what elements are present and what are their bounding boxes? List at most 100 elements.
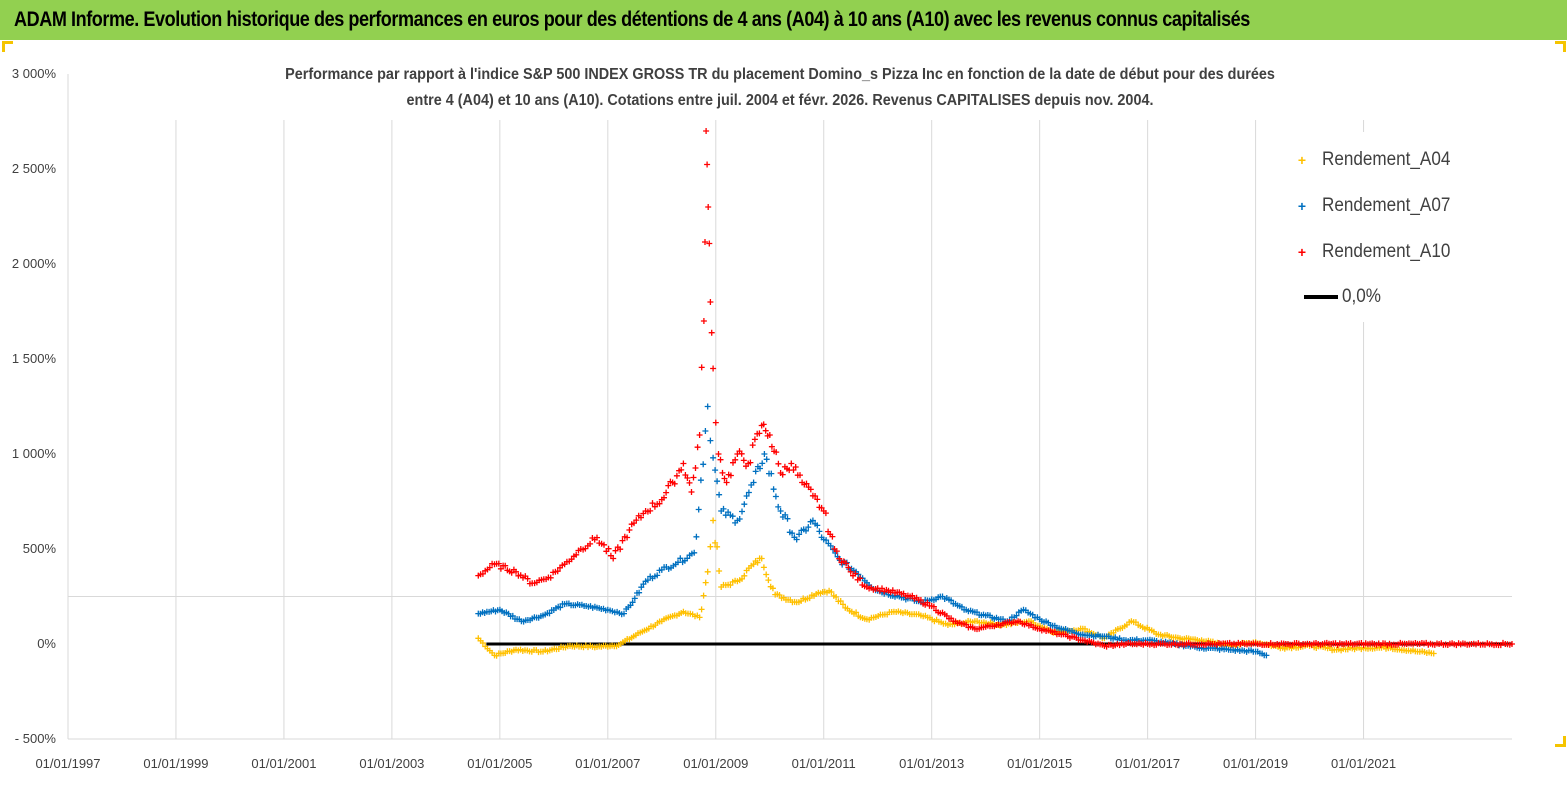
data-point-interp: [638, 584, 645, 591]
data-point-interp: [827, 542, 834, 549]
data-point: [700, 318, 707, 324]
data-point-interp: [812, 493, 819, 499]
data-point-interp: [704, 161, 711, 168]
data-point-interp: [656, 500, 663, 507]
data-point-interp: [773, 449, 780, 456]
y-tick-label: 500%: [23, 541, 57, 556]
data-point-interp: [486, 564, 493, 571]
data-point-interp: [765, 577, 772, 584]
data-point-interp: [663, 489, 670, 496]
data-point-interp: [805, 524, 812, 531]
data-point-interp: [700, 461, 707, 468]
chart-title: Performance par rapport à l'indice S&P 5…: [120, 62, 1440, 114]
data-point-interp: [853, 609, 860, 616]
data-point-interp: [843, 560, 850, 567]
data-point: [750, 561, 757, 568]
data-point-interp: [636, 589, 643, 596]
data-point-interp: [784, 515, 791, 522]
data-point: [707, 299, 714, 305]
data-point-interp: [644, 577, 651, 584]
data-point-interp: [770, 486, 777, 493]
y-tick-label: 2 000%: [12, 256, 57, 271]
data-point-interp: [779, 471, 786, 478]
data-point-interp: [697, 477, 704, 484]
data-point-interp: [833, 594, 840, 600]
data-point-interp: [698, 364, 705, 371]
data-point-interp: [917, 597, 924, 603]
x-tick-label: 01/01/2015: [1007, 756, 1072, 771]
data-point-interp: [698, 606, 705, 613]
data-point-interp: [546, 610, 553, 617]
data-point: [710, 517, 717, 524]
plus-marker-icon: +: [1297, 198, 1307, 214]
x-tick-label: 01/01/2003: [359, 756, 424, 771]
data-point-interp: [524, 575, 531, 582]
legend-label-a04: Rendement_A04: [1322, 149, 1451, 170]
data-point-interp: [756, 430, 763, 437]
data-point-interp: [845, 564, 852, 571]
data-point: [761, 451, 768, 457]
legend-item-a10[interactable]: + Rendement_A10: [1282, 238, 1465, 266]
plus-marker-icon: +: [1297, 244, 1307, 260]
data-point: [1263, 652, 1270, 659]
data-point: [691, 549, 698, 556]
data-point-interp: [740, 457, 747, 464]
data-point-interp: [624, 534, 631, 541]
data-point-interp: [782, 511, 789, 518]
legend-item-a04[interactable]: + Rendement_A04: [1282, 146, 1465, 174]
data-point-interp: [738, 450, 745, 457]
y-tick-label: 3 000%: [12, 66, 57, 81]
data-point-interp: [497, 565, 504, 572]
data-point-interp: [814, 522, 821, 529]
report-banner: ADAM Informe. Evolution historique des p…: [0, 0, 1567, 40]
data-point-interp: [776, 592, 783, 598]
data-point-interp: [479, 640, 486, 646]
data-point-interp: [743, 493, 750, 499]
data-point-interp: [803, 480, 810, 487]
x-tick-label: 01/01/2017: [1115, 756, 1180, 771]
data-point-interp: [684, 555, 691, 562]
data-point: [1509, 641, 1515, 647]
data-point-interp: [822, 510, 829, 517]
data-point-interp: [633, 517, 640, 524]
data-point-interp: [818, 504, 825, 511]
data-point-interp: [509, 612, 516, 619]
data-point-interp: [763, 571, 770, 578]
data-point-interp: [736, 516, 743, 522]
data-point-interp: [573, 551, 580, 558]
data-point-interp: [601, 541, 607, 548]
legend-item-zero[interactable]: 0,0%: [1282, 283, 1385, 311]
data-point: [809, 517, 816, 524]
data-point: [704, 568, 711, 575]
data-point-interp: [797, 472, 803, 479]
legend-label-a10: Rendement_A10: [1322, 241, 1451, 262]
data-point-interp: [857, 575, 863, 582]
data-point-interp: [751, 436, 758, 443]
data-point-interp: [719, 469, 726, 476]
data-point-interp: [759, 460, 766, 467]
data-point-interp: [714, 478, 721, 485]
data-point-interp: [686, 479, 693, 486]
data-point: [710, 454, 717, 461]
x-tick-label: 01/01/2011: [792, 756, 856, 771]
x-tick-label: 01/01/2001: [251, 756, 316, 771]
data-point: [758, 555, 765, 562]
data-point-interp: [495, 560, 502, 567]
data-point-interp: [502, 562, 509, 569]
data-point-interp: [727, 472, 734, 479]
data-point: [696, 614, 703, 621]
data-point: [696, 432, 703, 438]
data-point-interp: [833, 548, 840, 555]
data-point-interp: [677, 555, 684, 562]
data-point-interp: [720, 505, 727, 512]
data-point-interp: [712, 467, 719, 474]
data-point-interp: [692, 465, 699, 471]
data-point: [626, 527, 633, 533]
data-point-interp: [739, 508, 745, 515]
data-point-interp: [629, 599, 636, 606]
data-point-interp: [694, 444, 701, 451]
legend-item-a07[interactable]: + Rendement_A07: [1282, 192, 1465, 220]
data-point: [680, 460, 687, 467]
data-point-interp: [661, 494, 667, 501]
data-point: [621, 610, 627, 617]
